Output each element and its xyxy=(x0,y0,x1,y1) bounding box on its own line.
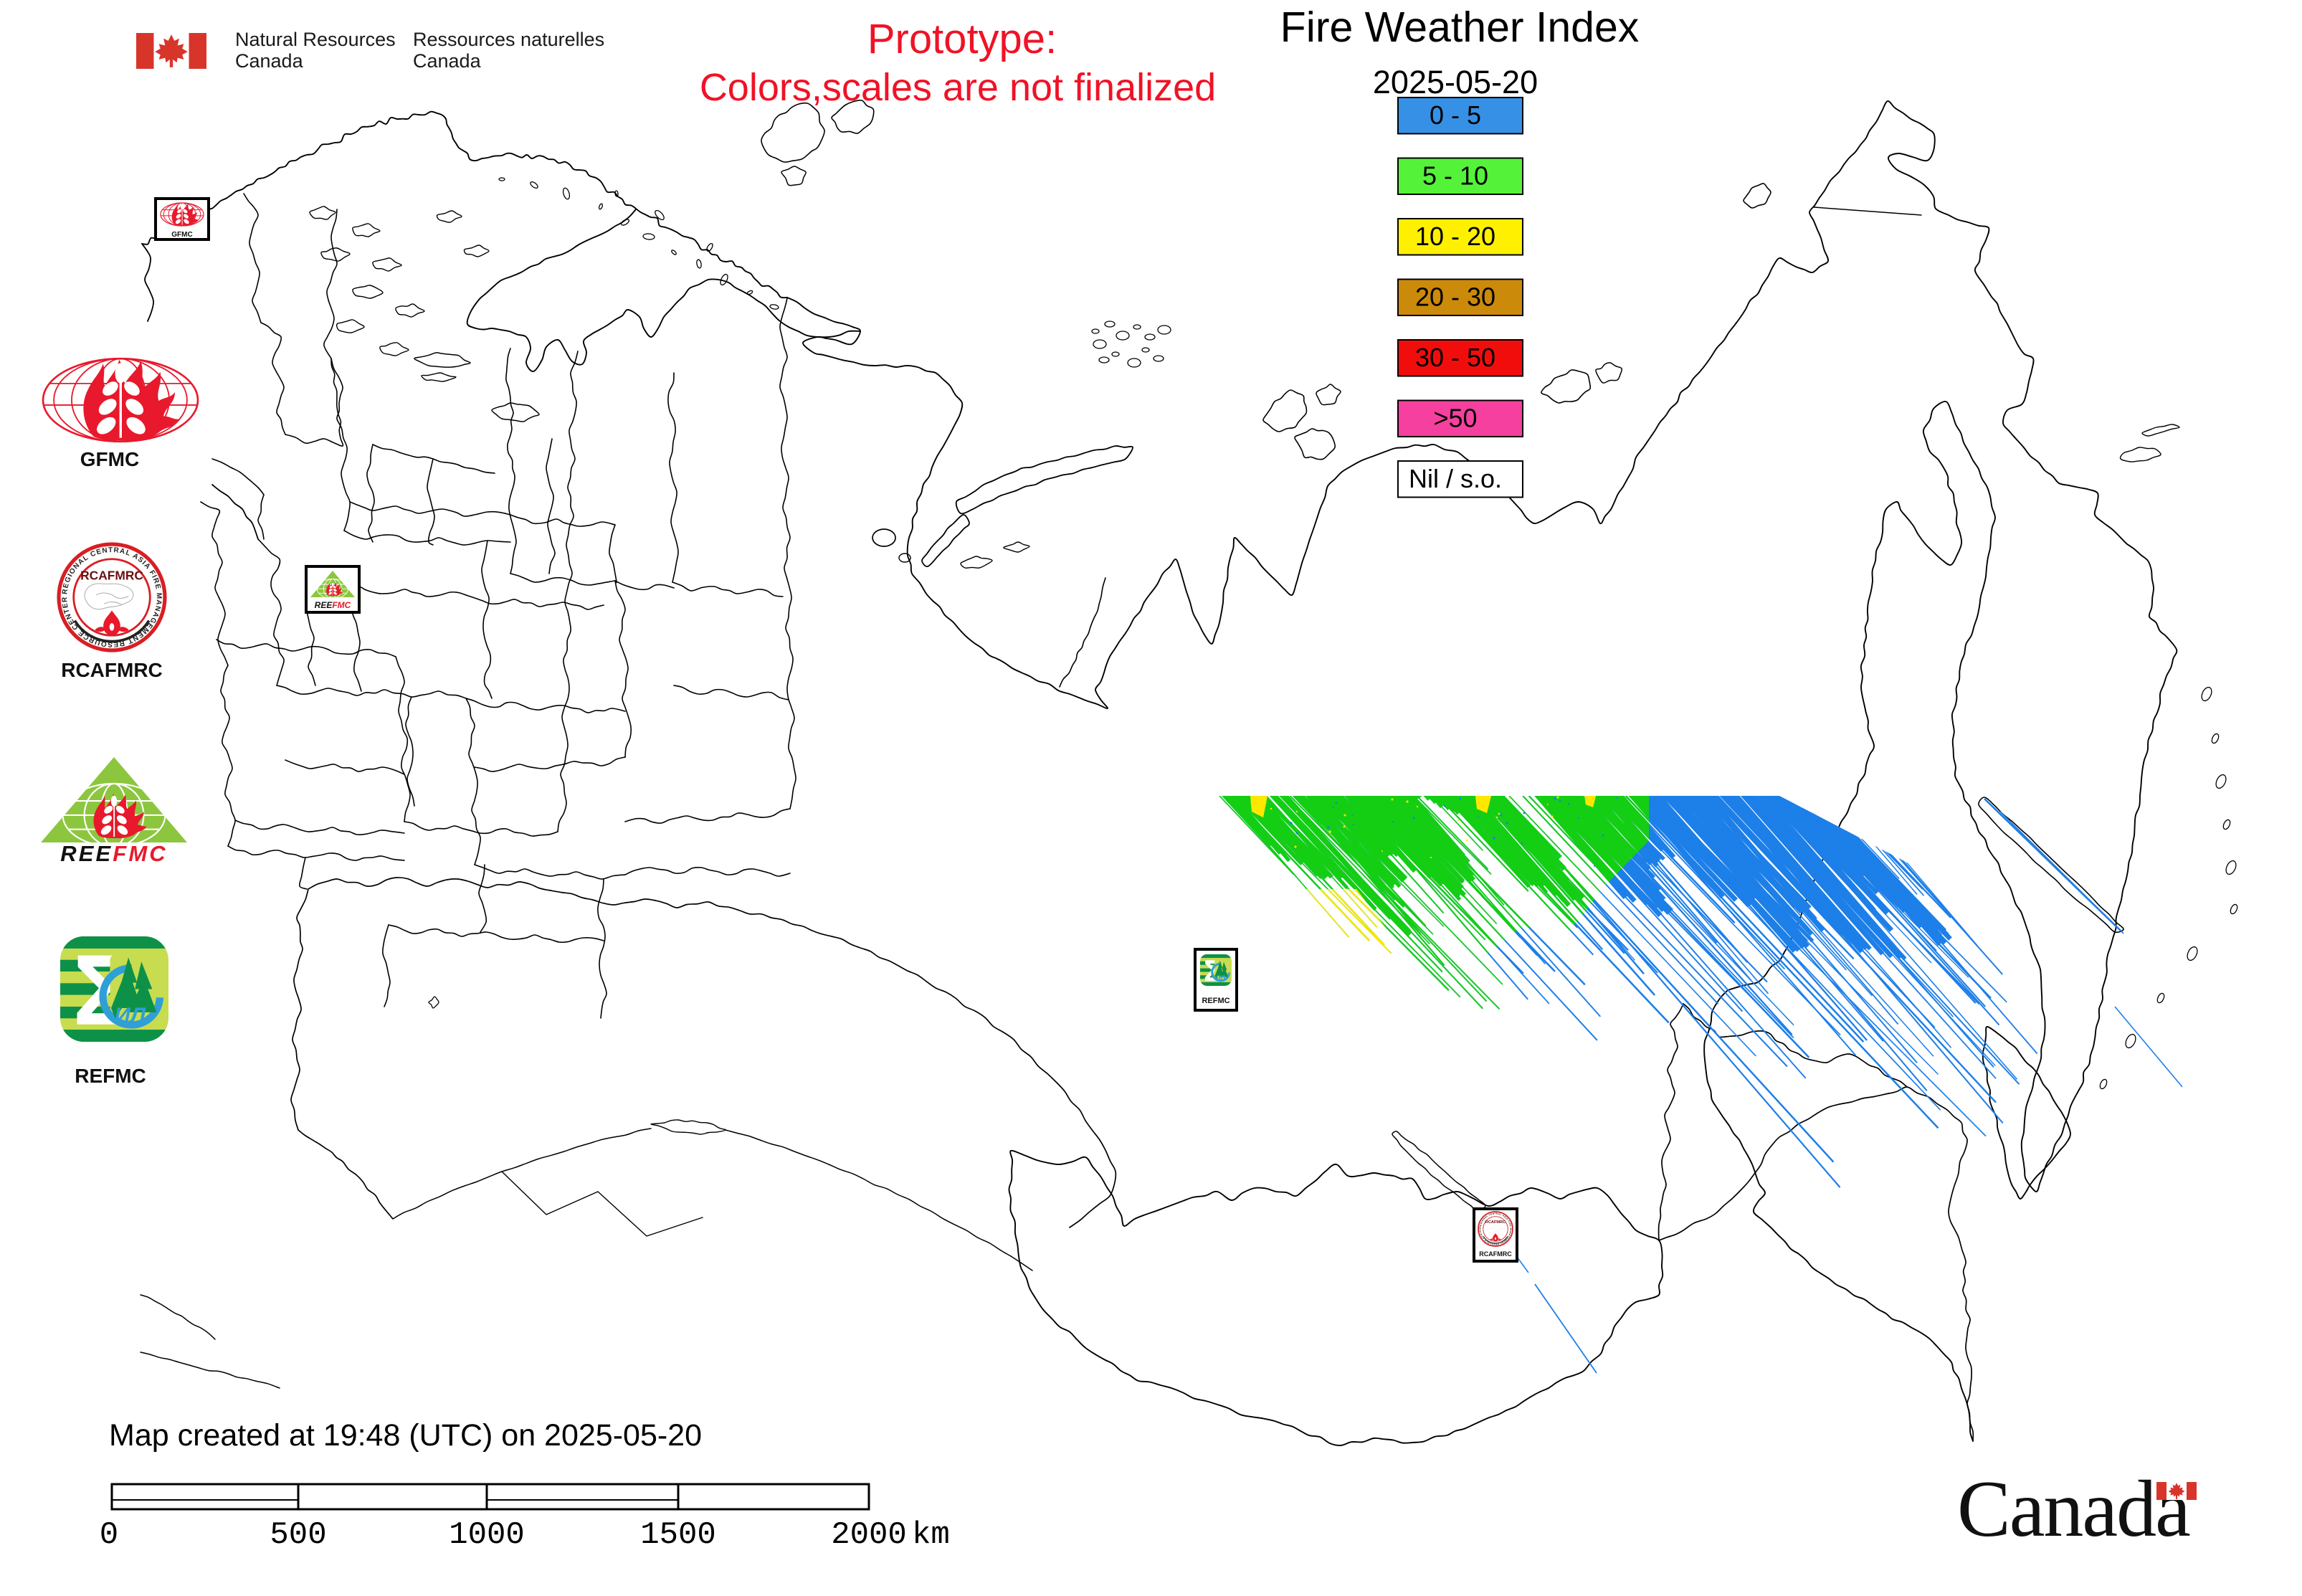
svg-text:0 - 5: 0 - 5 xyxy=(1430,100,1481,130)
svg-text:RCAFMRC: RCAFMRC xyxy=(61,659,163,681)
svg-text:>50: >50 xyxy=(1433,404,1477,433)
svg-text:GFMC: GFMC xyxy=(80,448,139,470)
svg-text:Canada: Canada xyxy=(1957,1465,2190,1554)
svg-text:Canada: Canada xyxy=(235,50,304,72)
svg-text:RCAFMRC: RCAFMRC xyxy=(1479,1250,1512,1258)
svg-text:0: 0 xyxy=(100,1517,118,1553)
svg-text:30 - 50: 30 - 50 xyxy=(1415,343,1495,372)
svg-text:1500: 1500 xyxy=(640,1517,716,1553)
svg-text:2000: 2000 xyxy=(831,1517,907,1553)
svg-text:REEFMC: REEFMC xyxy=(315,600,351,610)
svg-text:Prototype:: Prototype: xyxy=(867,16,1057,62)
svg-text:GFMC: GFMC xyxy=(171,231,192,239)
svg-text:10 - 20: 10 - 20 xyxy=(1415,222,1495,251)
svg-text:RCAFMRC: RCAFMRC xyxy=(1485,1220,1506,1225)
svg-text:Nil / s.o.: Nil / s.o. xyxy=(1409,464,1502,493)
svg-text:REFMC: REFMC xyxy=(1202,997,1230,1005)
svg-text:RCAFMRC: RCAFMRC xyxy=(80,569,143,583)
svg-text:500: 500 xyxy=(270,1517,326,1553)
svg-text:20 - 30: 20 - 30 xyxy=(1415,282,1495,312)
svg-text:2025-05-20: 2025-05-20 xyxy=(1373,64,1538,100)
svg-text:Fire Weather Index: Fire Weather Index xyxy=(1280,4,1640,51)
svg-text:Map created at 19:48 (UTC) on: Map created at 19:48 (UTC) on 2025-05-20 xyxy=(109,1418,702,1453)
svg-text:Ressources naturelles: Ressources naturelles xyxy=(413,29,604,50)
svg-text:ИЛ: ИЛ xyxy=(115,1003,146,1028)
svg-text:REFMC: REFMC xyxy=(75,1065,146,1087)
svg-text:Canada: Canada xyxy=(413,50,482,72)
svg-text:Colors,scales are not finalize: Colors,scales are not finalized xyxy=(700,66,1216,109)
svg-text:Natural Resources: Natural Resources xyxy=(235,29,396,50)
svg-text:1000: 1000 xyxy=(449,1517,525,1553)
svg-text:5 - 10: 5 - 10 xyxy=(1422,161,1488,191)
svg-text:ИЛ: ИЛ xyxy=(1216,974,1226,982)
svg-text:km: km xyxy=(912,1517,950,1553)
svg-text:REEFMC: REEFMC xyxy=(60,841,168,866)
